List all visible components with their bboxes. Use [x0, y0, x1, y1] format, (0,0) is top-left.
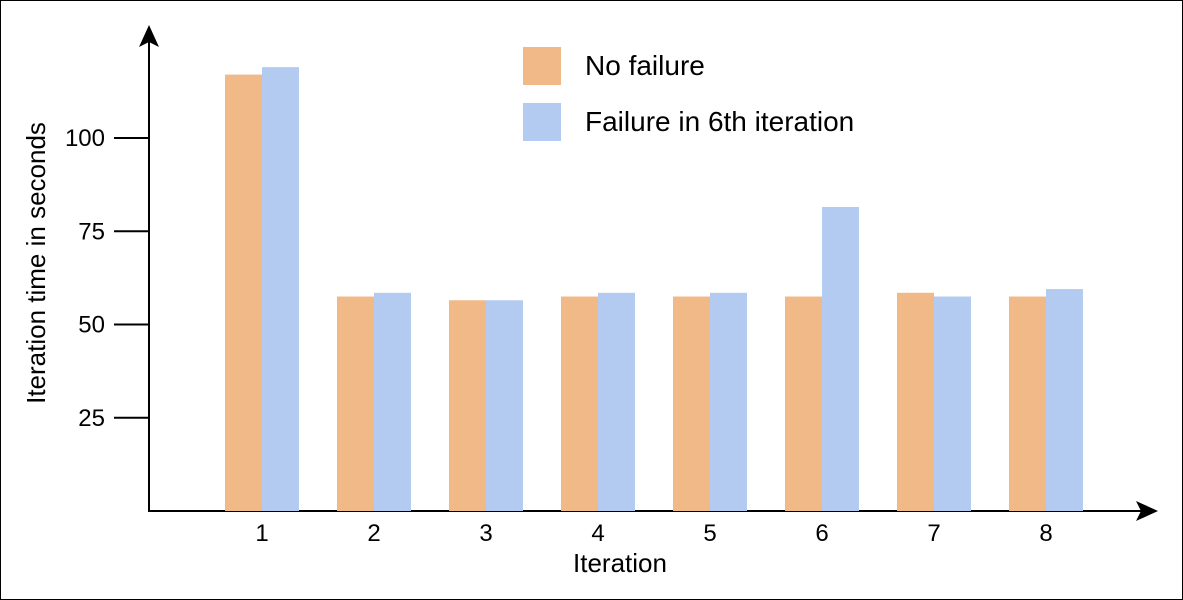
bar-failure-iter-5 — [710, 292, 747, 511]
y-tick-label-100: 100 — [65, 125, 105, 152]
x-tick-label-7: 7 — [927, 520, 940, 547]
y-tick-label-75: 75 — [78, 218, 105, 245]
bar-failure-iter-2 — [374, 292, 411, 511]
legend: No failure Failure in 6th iteration — [523, 47, 854, 141]
bar-no-failure-iter-7 — [897, 292, 934, 511]
legend-label-no-failure: No failure — [585, 50, 705, 81]
y-axis-title: Iteration time in seconds — [21, 122, 51, 404]
x-tick-label-2: 2 — [367, 520, 380, 547]
x-tick-label-3: 3 — [479, 520, 492, 547]
bar-no-failure-iter-6 — [785, 296, 822, 511]
x-axis-arrow — [1136, 501, 1158, 521]
bar-failure-iter-6 — [822, 207, 859, 511]
bar-failure-iter-3 — [486, 300, 523, 511]
x-tick-label-4: 4 — [591, 520, 604, 547]
bar-no-failure-iter-5 — [673, 296, 710, 511]
y-axis-arrow — [139, 25, 159, 47]
legend-swatch-failure — [523, 103, 561, 141]
bar-failure-iter-8 — [1046, 289, 1083, 511]
bar-no-failure-iter-3 — [449, 300, 486, 511]
bar-no-failure-iter-4 — [561, 296, 598, 511]
bar-failure-iter-1 — [262, 67, 299, 511]
bars — [225, 67, 1083, 511]
y-tick-label-25: 25 — [78, 405, 105, 432]
x-axis-title: Iteration — [573, 548, 667, 578]
bar-no-failure-iter-2 — [337, 296, 374, 511]
legend-label-failure: Failure in 6th iteration — [585, 106, 854, 137]
y-tick-label-50: 50 — [78, 312, 105, 339]
x-tick-label-6: 6 — [815, 520, 828, 547]
x-tick-label-8: 8 — [1039, 520, 1052, 547]
y-ticks: 25 50 75 100 — [65, 125, 149, 432]
bar-no-failure-iter-8 — [1009, 296, 1046, 511]
bar-failure-iter-7 — [934, 296, 971, 511]
axes — [139, 25, 1158, 521]
bar-no-failure-iter-1 — [225, 74, 262, 511]
legend-swatch-no-failure — [523, 47, 561, 85]
x-tick-label-5: 5 — [703, 520, 716, 547]
x-tick-labels: 1 2 3 4 5 6 7 8 — [255, 520, 1052, 547]
bar-failure-iter-4 — [598, 292, 635, 511]
x-tick-label-1: 1 — [255, 520, 268, 547]
